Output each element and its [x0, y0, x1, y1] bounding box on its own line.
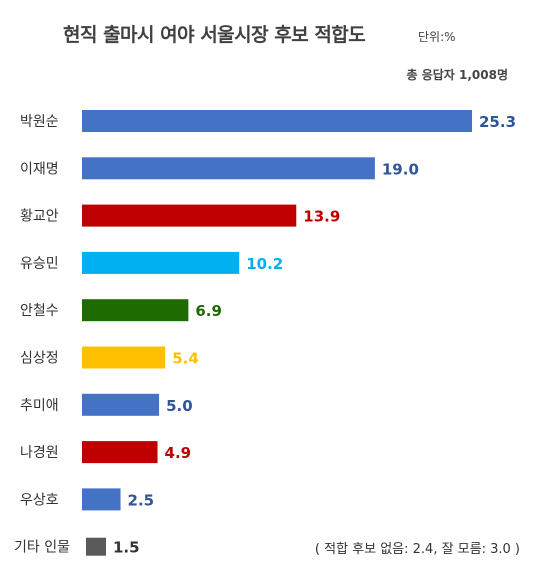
bar [82, 488, 121, 511]
category-label: 박원순 [20, 114, 59, 130]
value-label: 19.0 [382, 160, 419, 178]
category-label: 우상호 [20, 492, 59, 508]
category-label: 황교안 [20, 209, 59, 225]
category-label: 이재명 [20, 161, 59, 177]
bar [82, 299, 189, 322]
value-label: 10.2 [246, 255, 283, 273]
category-label: 유승민 [20, 256, 59, 272]
value-label: 2.5 [128, 491, 155, 509]
bar [82, 393, 160, 416]
chart-title: 현직 출마시 여야 서울시장 후보 적합도 [63, 24, 366, 46]
value-label: 4.9 [165, 444, 192, 462]
category-label: 기타 인물 [14, 540, 70, 556]
value-label: 5.4 [172, 350, 199, 368]
respondent-count: 총 응답자 1,008명 [406, 68, 508, 82]
category-label: 추미애 [20, 398, 59, 414]
value-label: 1.5 [113, 539, 140, 557]
bar [82, 157, 375, 180]
footnote: ( 적합 후보 없음: 2.4, 잘 모름: 3.0 ) [314, 542, 520, 557]
value-label: 13.9 [303, 208, 340, 226]
value-label: 25.3 [479, 113, 516, 131]
bar [82, 110, 472, 132]
value-label: 5.0 [166, 397, 193, 415]
category-label: 심상정 [20, 351, 59, 367]
value-label: 6.9 [195, 302, 222, 320]
bar [82, 251, 240, 274]
category-label: 나경원 [20, 445, 59, 461]
bar [86, 537, 106, 556]
bar [82, 441, 158, 464]
category-label: 안철수 [20, 303, 59, 319]
unit-label: 단위:% [418, 30, 456, 44]
bar [82, 204, 297, 227]
bar [82, 346, 166, 369]
